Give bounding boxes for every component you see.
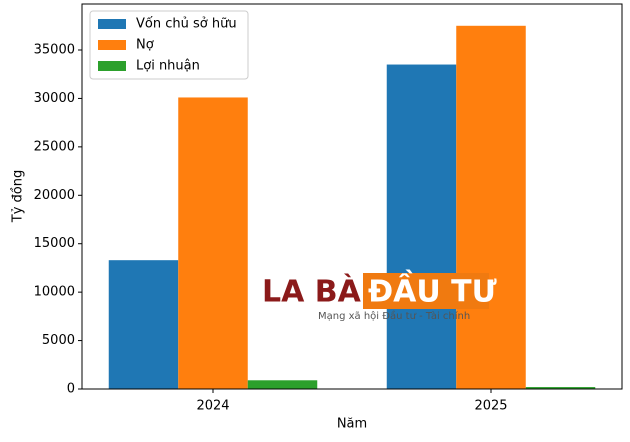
y-tick-label: 20000 <box>34 188 75 203</box>
bar <box>247 380 318 389</box>
bar <box>386 64 457 389</box>
legend-swatch <box>98 40 126 50</box>
y-tick-label: 25000 <box>34 139 75 154</box>
legend-label: Lợi nhuận <box>136 59 200 74</box>
bar <box>525 387 596 389</box>
bar <box>178 97 248 390</box>
axes-frame <box>81 3 623 390</box>
bar <box>456 25 526 390</box>
y-tick-label: 10000 <box>34 285 75 300</box>
x-tick-label: 2025 <box>474 399 507 414</box>
legend-swatch <box>98 19 126 29</box>
y-axis-label: Tỷ đồng <box>11 170 26 223</box>
legend-label: Nợ <box>136 38 154 53</box>
y-tick-label: 35000 <box>34 43 75 58</box>
x-axis-label: Năm <box>337 417 367 432</box>
watermark-box <box>363 273 489 309</box>
watermark: ĐẦU TƯ <box>368 270 497 310</box>
watermark: Mạng xã hội Đầu tư - Tài chính <box>318 310 470 322</box>
y-tick-label: 0 <box>67 382 75 397</box>
legend-label: Vốn chủ sở hữu <box>136 17 237 32</box>
legend-box <box>89 10 249 80</box>
x-tick-label: 2024 <box>196 399 229 414</box>
bar <box>108 260 179 389</box>
legend-swatch <box>98 61 126 71</box>
y-tick-label: 15000 <box>34 236 75 251</box>
y-tick-label: 5000 <box>42 333 75 348</box>
y-tick-label: 30000 <box>34 91 75 106</box>
